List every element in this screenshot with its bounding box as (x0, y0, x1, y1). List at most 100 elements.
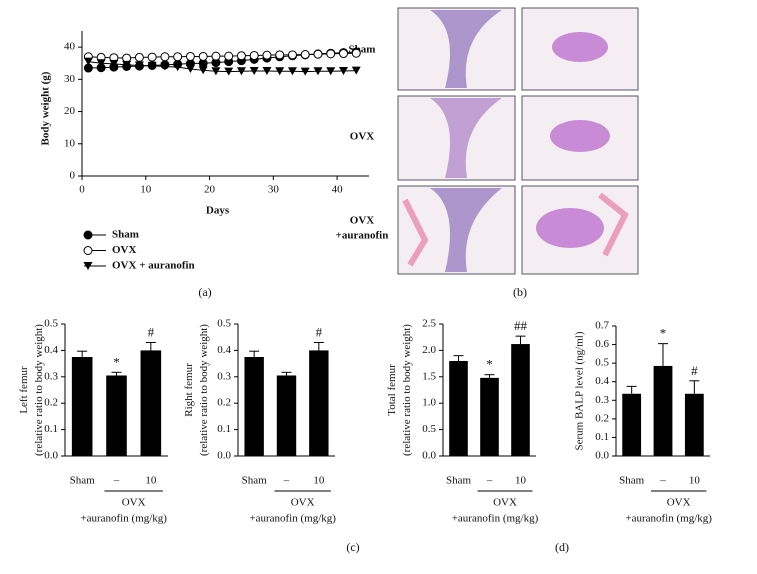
tissue (430, 10, 502, 88)
marker (185, 65, 195, 74)
significance-mark: * (486, 357, 493, 372)
significance-mark: * (113, 354, 120, 369)
row-label: OVX (350, 131, 375, 143)
y-tick-label: 0.5 (44, 318, 58, 330)
significance-mark: # (148, 324, 155, 339)
marker (185, 51, 195, 61)
marker (338, 49, 348, 59)
panel-label: (a) (198, 285, 211, 299)
marker (198, 51, 208, 61)
marker (160, 62, 170, 71)
marker (173, 52, 183, 62)
marker (351, 48, 361, 58)
y-tick-label: 2.0 (422, 344, 436, 356)
significance-mark: ## (514, 318, 528, 333)
bar (480, 377, 499, 456)
y-tick-label: 0.3 (44, 370, 58, 382)
marker (287, 50, 297, 60)
group-label: OVX (291, 497, 315, 509)
y-tick-label: 30 (64, 73, 76, 85)
y-tick-label: 2.5 (422, 318, 436, 330)
marker (211, 67, 221, 76)
marker (275, 67, 285, 76)
marker (236, 67, 246, 76)
y-tick-label: 0.5 (595, 357, 609, 369)
legend-label: OVX + auranofin (112, 260, 195, 272)
x-tick-label: – (486, 475, 493, 487)
bar (309, 350, 329, 456)
y-tick-label: 0.4 (44, 344, 58, 356)
row-label: +auranofin (336, 230, 389, 242)
histology-images (397, 7, 639, 275)
legend-marker (83, 246, 93, 255)
y-tick-label: 0.4 (595, 375, 609, 387)
y-axis-label: (relative ratio to body weight) (198, 324, 210, 456)
y-tick-label: 10 (64, 137, 76, 149)
y-tick-label: 0.2 (595, 412, 609, 424)
y-axis-label: Body weight (g) (40, 71, 52, 145)
y-tick-label: 0.0 (44, 450, 58, 462)
group-sublabel: +auranofin (mg/kg) (249, 513, 336, 525)
y-tick-label: 0.1 (595, 431, 609, 443)
marker (134, 61, 144, 70)
marker (326, 49, 336, 59)
bar (276, 375, 297, 456)
x-tick-label: 10 (313, 475, 325, 487)
y-tick-label: 0.0 (595, 450, 609, 462)
bar (449, 360, 468, 456)
marker (262, 66, 272, 75)
x-tick-label: 10 (145, 475, 157, 487)
bar (684, 393, 704, 456)
marker (351, 66, 361, 75)
significance-mark: # (316, 324, 323, 339)
tissue (552, 32, 608, 62)
marker (109, 59, 119, 68)
series-line (88, 52, 357, 59)
x-tick-label: – (283, 475, 290, 487)
marker (96, 59, 106, 68)
x-tick-label: – (659, 475, 666, 487)
series-line (88, 61, 357, 73)
y-axis-label: (relative ratio to body weight) (33, 324, 45, 456)
y-tick-label: 0.6 (595, 338, 609, 350)
y-tick-label: 40 (64, 41, 76, 53)
tissue (430, 188, 502, 272)
marker (147, 52, 157, 62)
y-axis-label: Right femur (183, 363, 195, 417)
marker (224, 51, 234, 61)
bar (71, 357, 93, 456)
tissue (402, 192, 629, 267)
group-label: OVX (667, 497, 691, 509)
y-axis-label: (relative ratio to body weight) (401, 324, 413, 456)
group-sublabel: +auranofin (mg/kg) (80, 513, 167, 525)
y-tick-label: 0.1 (217, 423, 231, 435)
marker (300, 50, 310, 60)
y-axis-label: Serum BALP level (ng/ml) (574, 331, 586, 450)
y-tick-label: 0 (70, 170, 76, 182)
x-tick-label: Sham (70, 475, 96, 487)
x-tick-label: – (113, 475, 120, 487)
legend-label: OVX (112, 244, 137, 256)
x-tick-label: 20 (204, 184, 216, 196)
y-axis-label: Total femur (386, 364, 398, 416)
marker (249, 50, 259, 60)
panel-label: (c) (346, 540, 359, 554)
legend-marker (83, 230, 93, 240)
legend-marker (83, 262, 93, 270)
marker (83, 57, 93, 66)
marker (262, 50, 272, 60)
x-tick-label: Sham (446, 475, 472, 487)
x-tick-label: 40 (332, 184, 344, 196)
y-tick-label: 0.1 (44, 423, 58, 435)
x-tick-label: 30 (268, 184, 280, 196)
x-tick-label: Sham (242, 475, 268, 487)
group-sublabel: +auranofin (mg/kg) (452, 513, 539, 525)
marker (275, 50, 285, 60)
x-tick-label: 0 (79, 184, 85, 196)
x-tick-label: 10 (140, 184, 152, 196)
y-tick-label: 1.5 (422, 370, 436, 382)
tissue (550, 120, 610, 152)
y-tick-label: 20 (64, 105, 76, 117)
marker (326, 67, 336, 76)
